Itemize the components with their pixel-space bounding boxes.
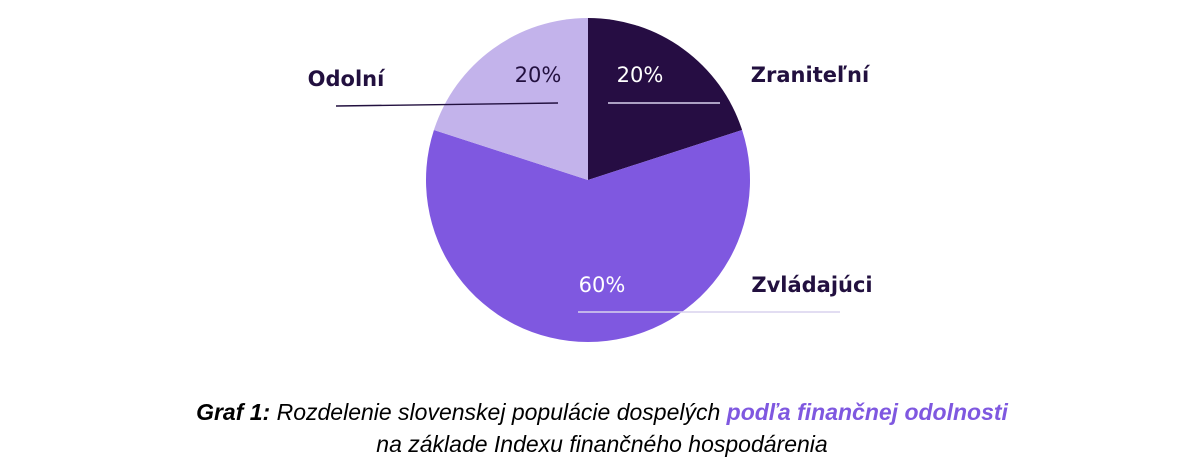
slice-category-label-1: Zraniteľní [751,63,871,87]
chart-caption: Graf 1: Rozdelenie slovenskej populácie … [0,396,1204,460]
labels-layer: 20% Zraniteľní 60% Zvládajúci 20% Odolní [308,63,873,297]
pie-chart-svg: 20% Zraniteľní 60% Zvládajúci 20% Odolní [308,18,873,342]
leader-lines-layer [335,102,840,313]
slices-layer [425,18,750,342]
caption-text: Rozdelenie slovenskej populácie dospelýc… [270,399,727,425]
caption-line-1: Graf 1: Rozdelenie slovenskej populácie … [0,396,1204,428]
caption-line-2: na základe Indexu finančného hospodáreni… [376,431,828,457]
caption-lead: Graf 1: [196,399,271,425]
pie-slice-3 [433,18,588,180]
pie-slice-2 [425,129,750,342]
slice-value-label-2: 60% [579,273,626,297]
slice-category-label-2: Zvládajúci [751,273,872,297]
caption-highlight: podľa finančnej odolnosti [726,399,1008,425]
leader-line-3 [335,102,559,107]
slice-value-label-3: 20% [515,63,562,87]
slice-value-label-1: 20% [617,63,664,87]
pie-slice-1 [588,18,743,180]
pie-chart: 20% Zraniteľní 60% Zvládajúci 20% Odolní [308,18,873,342]
slice-category-label-3: Odolní [308,67,386,91]
